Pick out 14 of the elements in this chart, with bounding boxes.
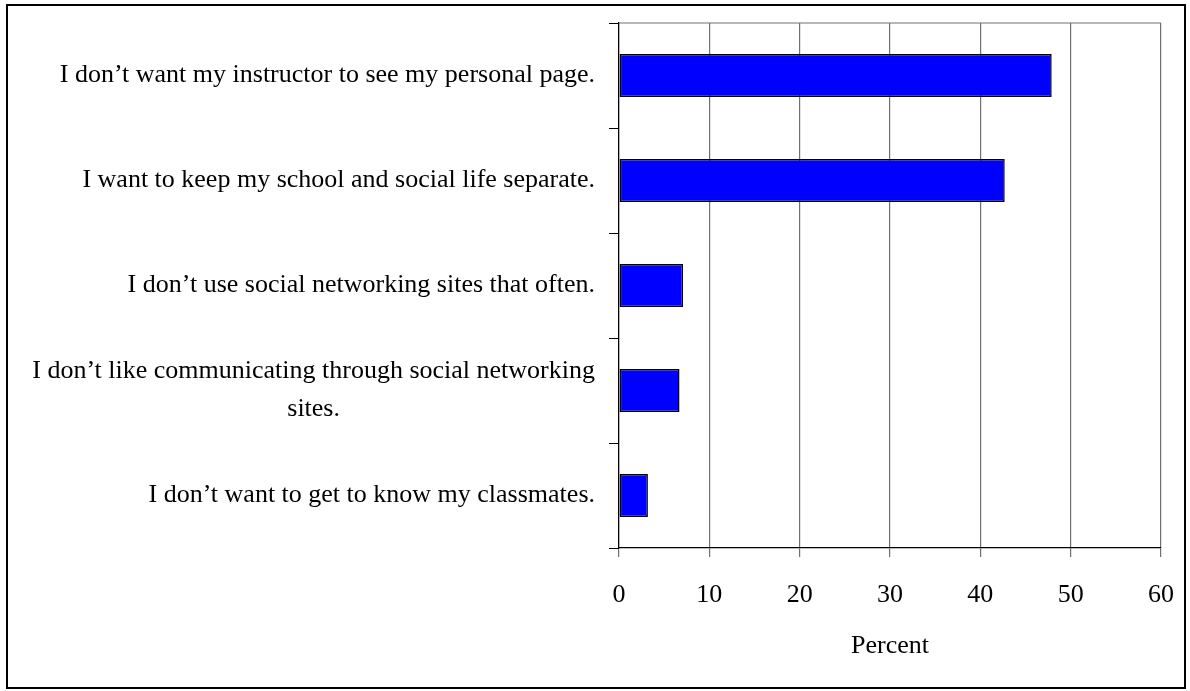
y-tick-label: I don’t want my instructor to see my personal page.	[59, 59, 596, 89]
x-tick-label: 30	[877, 579, 903, 609]
y-tick-label: I don’t like communicating through social networking sites.	[32, 355, 595, 423]
x-tick-label: 20	[786, 579, 813, 609]
x-axis-title: Percent	[851, 630, 930, 660]
x-tick-label: 40	[967, 579, 994, 609]
y-tick-label: I want to keep my school and social life separate.	[82, 164, 596, 194]
y-tick-label: I don’t use social networking sites that often.	[127, 269, 595, 299]
x-tick-label: 50	[1057, 579, 1084, 609]
y-tick-label: I don’t want to get to know my classmates.	[148, 479, 595, 509]
x-tick-label: 10	[696, 579, 723, 609]
x-tick-label: 0	[612, 579, 626, 609]
x-tick-label: 60	[1148, 579, 1174, 609]
chart-frame: Percent 0 10 20 30 40 50 60 I don’t want my instructor to see my personal page. I want to keep my school and social life separate. I don’t use social networking sites that often. I don’t like communicating through social networking sites. I don’t want to get to know my classmates.	[6, 4, 1186, 689]
